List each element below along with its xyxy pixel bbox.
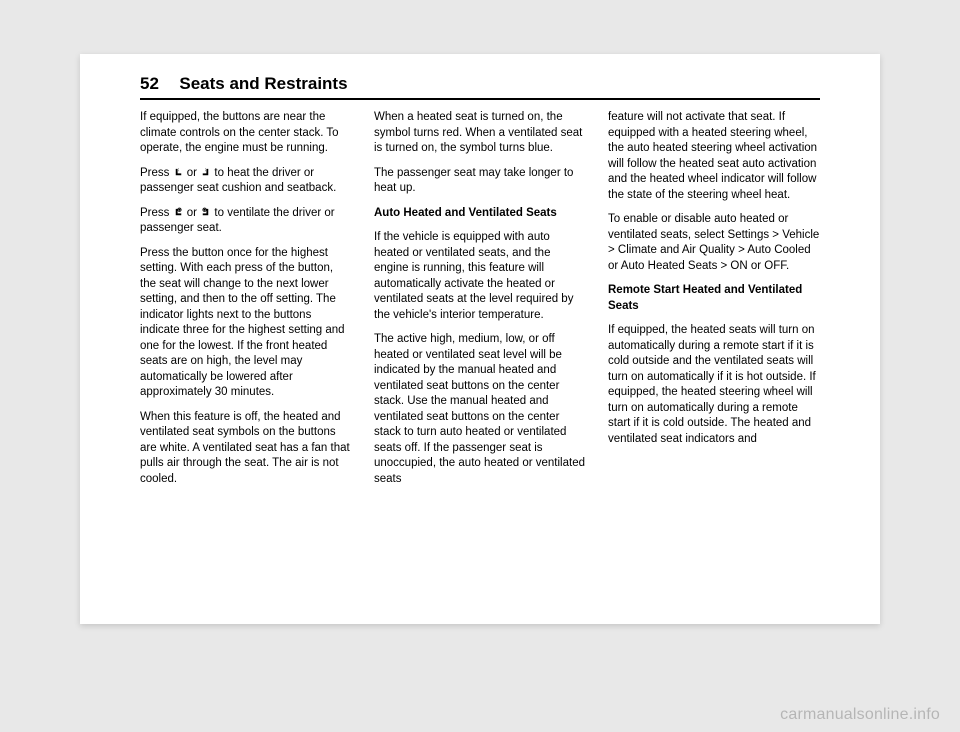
watermark: carmanualsonline.info: [780, 706, 940, 724]
paragraph: When this feature is off, the heated and…: [140, 410, 352, 488]
paragraph: Press or to heat the driver or passenger…: [140, 166, 352, 197]
text: Press: [140, 207, 173, 219]
page-header: 52 Seats and Restraints: [140, 74, 820, 100]
ventilated-seat-passenger-icon: [200, 207, 211, 218]
text: or: [184, 207, 201, 219]
text: or: [184, 167, 201, 179]
paragraph: If equipped, the buttons are near the cl…: [140, 110, 352, 157]
subheading: Auto Heated and Ventilated Seats: [374, 206, 586, 222]
page-number: 52: [140, 74, 159, 94]
paragraph: Press the button once for the highest se…: [140, 246, 352, 401]
heated-seat-driver-icon: [173, 167, 184, 178]
body-columns: If equipped, the buttons are near the cl…: [140, 110, 820, 487]
subheading: Remote Start Heated and Ventilated Seats: [608, 283, 820, 314]
paragraph: The passenger seat may take longer to he…: [374, 166, 586, 197]
paragraph: If equipped, the heated seats will turn …: [608, 323, 820, 447]
paragraph: When a heated seat is turned on, the sym…: [374, 110, 586, 157]
paragraph: If the vehicle is equipped with auto hea…: [374, 230, 586, 323]
paragraph: The active high, medium, low, or off hea…: [374, 332, 586, 487]
heated-seat-passenger-icon: [200, 167, 211, 178]
manual-page: 52 Seats and Restraints If equipped, the…: [80, 54, 880, 624]
text: Press: [140, 167, 173, 179]
paragraph: feature will not activate that seat. If …: [608, 110, 820, 203]
paragraph: To enable or disable auto heated or vent…: [608, 212, 820, 274]
section-title: Seats and Restraints: [179, 74, 347, 94]
paragraph: Press or to ventilate the driver or pass…: [140, 206, 352, 237]
ventilated-seat-driver-icon: [173, 207, 184, 218]
